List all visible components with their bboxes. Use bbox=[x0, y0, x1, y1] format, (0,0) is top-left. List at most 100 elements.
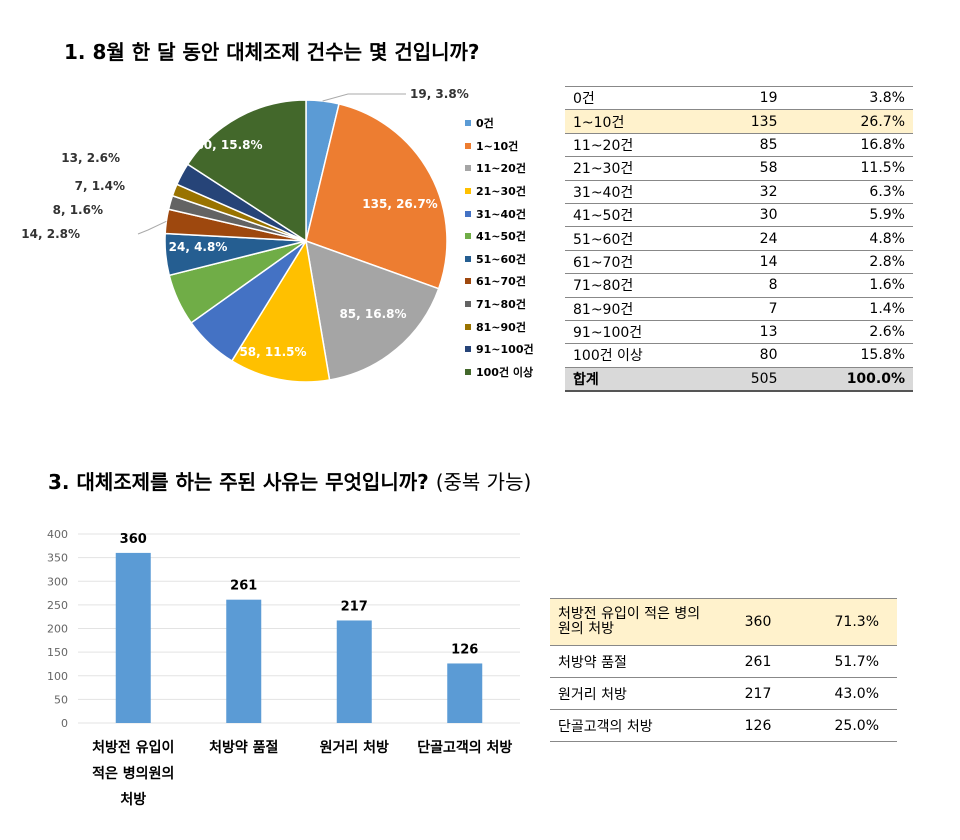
table-cell: 51~60건 bbox=[565, 226, 713, 251]
table-cell: 26.7% bbox=[785, 109, 913, 134]
legend-item: 41~50건 bbox=[465, 225, 534, 248]
legend-item: 71~80건 bbox=[465, 293, 534, 316]
legend-item: 51~60건 bbox=[465, 248, 534, 271]
y-tick-label: 150 bbox=[47, 646, 68, 659]
x-tick-label: 단골고객의 처방 bbox=[417, 739, 512, 756]
bar-data-label: 261 bbox=[230, 579, 257, 594]
legend-item: 1~10건 bbox=[465, 135, 534, 158]
table-cell: 11~20건 bbox=[565, 133, 713, 158]
legend-label: 100건 이상 bbox=[476, 365, 534, 379]
y-tick-label: 50 bbox=[54, 693, 68, 706]
pie-slice bbox=[186, 99, 307, 243]
table-cell: 1.4% bbox=[785, 297, 913, 321]
table-cell: 19 bbox=[712, 85, 786, 111]
pie-data-label: 135, 26.7% bbox=[362, 197, 437, 211]
table-cell: 126 bbox=[715, 709, 801, 742]
pie-data-label: 80, 15.8% bbox=[195, 138, 262, 152]
legend-item: 91~100건 bbox=[465, 338, 534, 361]
question-3-note: (중복 가능) bbox=[435, 470, 532, 494]
table-cell: 85 bbox=[712, 133, 786, 158]
bar bbox=[226, 599, 262, 723]
x-tick-label: 적은 병의원의 bbox=[92, 765, 174, 782]
table-cell: 7 bbox=[712, 297, 786, 321]
table-row: 원거리 처방 217 43.0% bbox=[550, 677, 897, 710]
leader-line bbox=[322, 93, 406, 102]
table-row: 처방약 품절 261 51.7% bbox=[550, 645, 897, 678]
table-cell: 61~70건 bbox=[565, 250, 713, 275]
legend-label: 41~50건 bbox=[476, 230, 526, 244]
bar bbox=[115, 552, 151, 723]
pie-data-label: 7, 1.4% bbox=[75, 179, 125, 193]
table-cell: 30 bbox=[712, 203, 786, 228]
table-cell: 360 bbox=[715, 598, 801, 646]
table-row: 단골고객의 처방 126 25.0% bbox=[550, 709, 897, 742]
table-cell: 8 bbox=[712, 273, 786, 298]
y-tick-label: 300 bbox=[47, 575, 68, 588]
legend-label: 51~60건 bbox=[476, 252, 526, 266]
table-cell: 처방전 유입이 적은 병의원의 처방 bbox=[550, 598, 715, 646]
legend-label: 91~100건 bbox=[476, 343, 534, 357]
table-cell: 3.8% bbox=[785, 85, 913, 111]
bar bbox=[447, 663, 483, 723]
table-cell: 31~40건 bbox=[565, 180, 713, 204]
table-cell: 71~80건 bbox=[565, 273, 713, 298]
table-cell: 0건 bbox=[565, 85, 713, 111]
pie-data-label: 14, 2.8% bbox=[21, 227, 80, 241]
table-cell: 81~90건 bbox=[565, 297, 713, 321]
y-tick-label: 0 bbox=[61, 717, 68, 730]
table-row: 21~30건 58 11.5% bbox=[565, 156, 913, 181]
table-cell: 58 bbox=[712, 156, 786, 181]
x-tick-label: 처방전 유입이 bbox=[92, 739, 174, 756]
legend-swatch bbox=[465, 255, 471, 262]
legend-item: 81~90건 bbox=[465, 315, 534, 338]
table-row: 31~40건 32 6.3% bbox=[565, 180, 913, 204]
pie-data-label: 24, 4.8% bbox=[169, 240, 228, 254]
leader-line bbox=[137, 220, 167, 235]
table-row: 0건 19 3.8% bbox=[565, 85, 913, 111]
legend-swatch bbox=[465, 346, 471, 353]
table-cell: 13 bbox=[712, 320, 786, 345]
table-cell: 32 bbox=[712, 180, 786, 204]
legend-swatch bbox=[465, 278, 471, 285]
table-cell: 4.8% bbox=[785, 226, 913, 251]
table-cell: 합계 bbox=[565, 367, 713, 393]
legend-item: 21~30건 bbox=[465, 180, 534, 203]
legend-label: 1~10건 bbox=[476, 139, 519, 153]
table-cell: 217 bbox=[715, 677, 801, 710]
legend-item: 100건 이상 bbox=[465, 361, 534, 384]
legend-swatch bbox=[465, 233, 471, 240]
table-total-row: 합계 505 100.0% bbox=[565, 367, 913, 393]
table-cell: 처방약 품절 bbox=[550, 645, 715, 678]
pie-slice bbox=[305, 103, 448, 290]
pie-slice bbox=[230, 238, 331, 383]
y-tick-label: 200 bbox=[47, 623, 68, 636]
legend-label: 61~70건 bbox=[476, 275, 526, 289]
table-cell: 43.0% bbox=[801, 677, 897, 710]
table-row: 1~10건 135 26.7% bbox=[565, 109, 913, 134]
table-cell: 11.5% bbox=[785, 156, 913, 181]
table-cell: 80 bbox=[712, 343, 786, 368]
table-row: 81~90건 7 1.4% bbox=[565, 297, 913, 321]
table-cell: 16.8% bbox=[785, 133, 913, 158]
bar-data-label: 126 bbox=[451, 642, 478, 657]
y-tick-label: 100 bbox=[47, 670, 68, 683]
count-table: 0건 19 3.8% 1~10건 135 26.7% 11~20건 85 16.8% 21~30건… bbox=[565, 85, 913, 393]
legend-label: 21~30건 bbox=[476, 185, 526, 199]
legend-label: 31~40건 bbox=[476, 207, 526, 221]
question-3-text: 3. 대체조제를 하는 주된 사유는 무엇입니까? bbox=[48, 470, 429, 494]
legend-swatch bbox=[465, 142, 471, 149]
bar bbox=[336, 620, 372, 723]
table-cell: 135 bbox=[712, 109, 786, 134]
table-cell: 100.0% bbox=[785, 367, 913, 393]
legend-item: 61~70건 bbox=[465, 270, 534, 293]
pie-legend: 0건 1~10건 11~20건 21~30건 31~40건 41~50건 51~60건 61~… bbox=[465, 112, 534, 383]
table-row: 처방전 유입이 적은 병의원의 처방 360 71.3% bbox=[550, 598, 897, 646]
pie-data-label: 85, 16.8% bbox=[339, 307, 406, 321]
table-cell: 24 bbox=[712, 226, 786, 251]
bar-data-label: 360 bbox=[120, 532, 147, 547]
legend-label: 0건 bbox=[476, 117, 494, 131]
legend-item: 11~20건 bbox=[465, 157, 534, 180]
table-cell: 6.3% bbox=[785, 180, 913, 204]
question-1-title: 1. 8월 한 달 동안 대체조제 건수는 몇 건입니까? bbox=[64, 40, 480, 64]
table-row: 11~20건 85 16.8% bbox=[565, 133, 913, 158]
